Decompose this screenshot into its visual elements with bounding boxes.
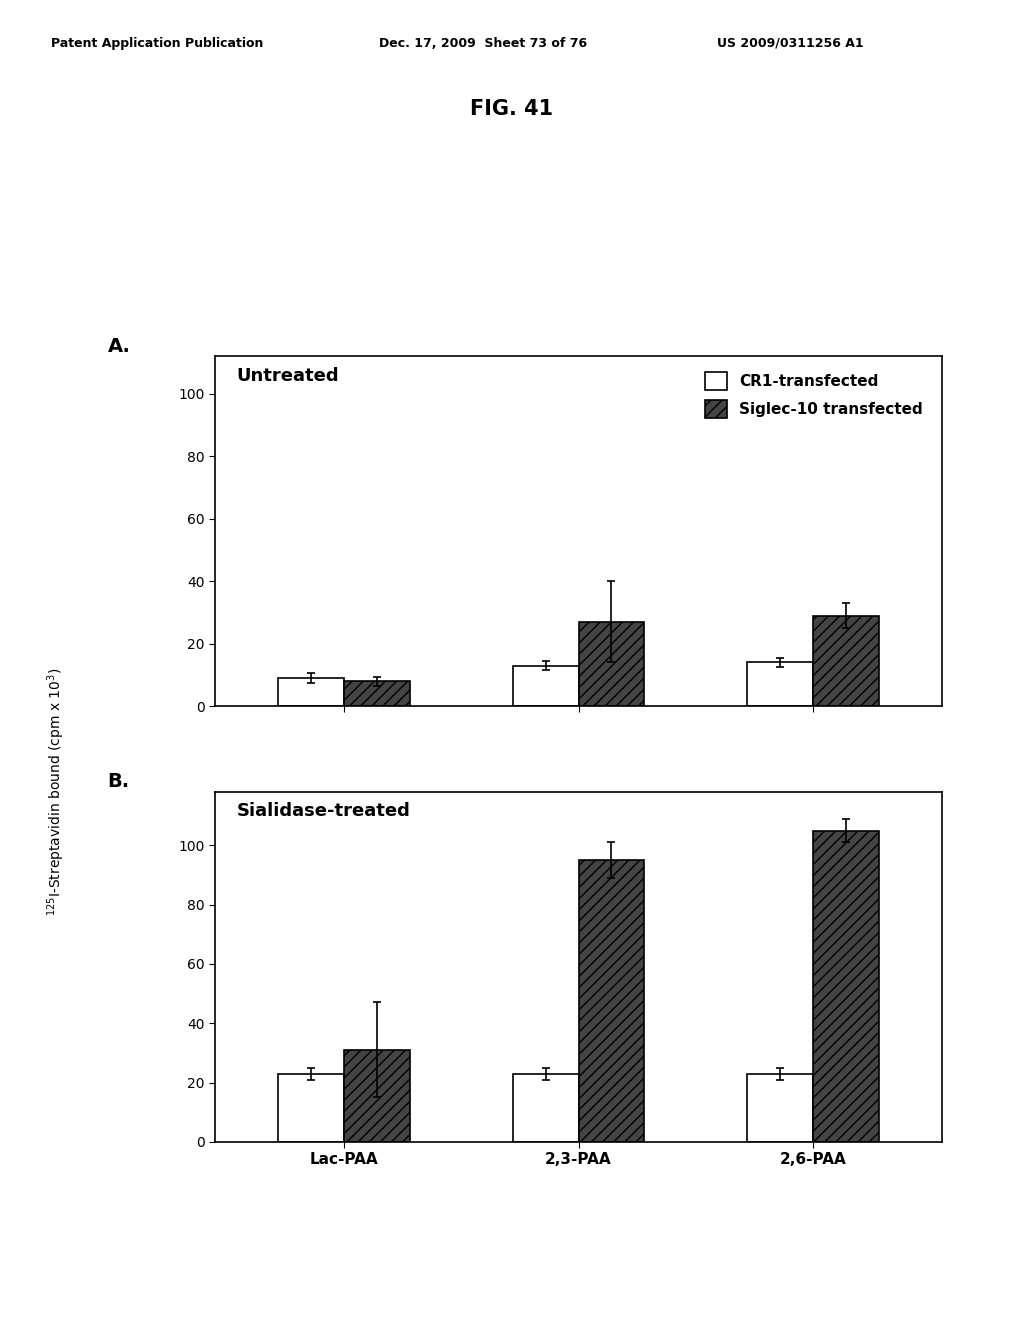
Text: Sialidase-treated: Sialidase-treated [237,803,411,821]
Bar [813,615,879,706]
Text: US 2009/0311256 A1: US 2009/0311256 A1 [717,37,863,50]
Bar [344,1049,410,1142]
Bar [813,830,879,1142]
Bar [748,663,813,706]
Bar [513,1073,579,1142]
Text: Dec. 17, 2009  Sheet 73 of 76: Dec. 17, 2009 Sheet 73 of 76 [379,37,587,50]
Bar [344,681,410,706]
Text: B.: B. [108,772,130,791]
Bar [579,622,644,706]
Text: FIG. 41: FIG. 41 [470,99,554,119]
Text: Patent Application Publication: Patent Application Publication [51,37,263,50]
Text: $^{125}$I-Streptavidin bound (cpm x 10$^{3}$): $^{125}$I-Streptavidin bound (cpm x 10$^… [45,668,68,916]
Text: A.: A. [108,337,130,355]
Text: Untreated: Untreated [237,367,340,385]
Legend: CR1-transfected, Siglec-10 transfected: CR1-transfected, Siglec-10 transfected [700,367,927,422]
Bar [513,665,579,706]
Bar [748,1073,813,1142]
Bar [279,1073,344,1142]
Bar [579,861,644,1142]
Bar [279,678,344,706]
